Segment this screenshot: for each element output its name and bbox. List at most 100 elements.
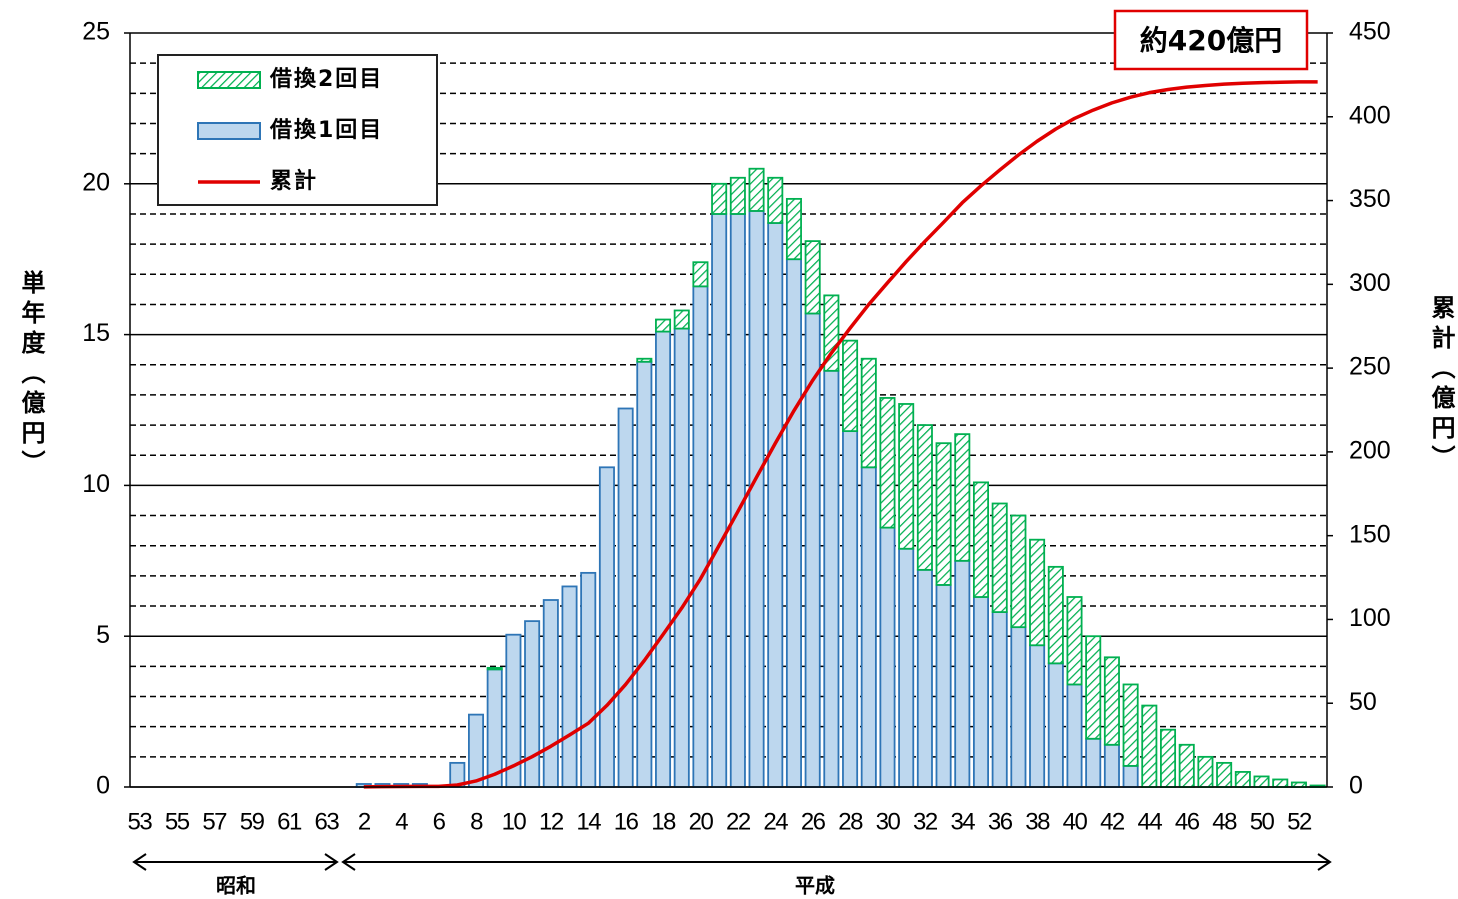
bar <box>711 182 728 215</box>
x-tick-label: 53 <box>128 808 153 835</box>
x-tick-label: 30 <box>876 808 901 835</box>
bar <box>542 599 559 788</box>
x-tick-label: 59 <box>240 808 265 835</box>
bar <box>561 585 578 788</box>
bar <box>860 357 877 469</box>
bar <box>823 294 840 372</box>
y2-tick-label: 250 <box>1349 353 1391 381</box>
bar <box>636 357 653 363</box>
bar <box>804 240 821 315</box>
bar <box>1047 662 1064 788</box>
bar <box>692 261 709 288</box>
y2-tick-label: 450 <box>1349 18 1391 46</box>
y-tick-label: 10 <box>82 470 110 498</box>
x-tick-label: 48 <box>1212 808 1237 835</box>
x-tick-label: 4 <box>395 808 408 835</box>
x-tick-label: 50 <box>1250 808 1275 835</box>
x-tick-label: 32 <box>913 808 938 835</box>
bar <box>972 596 989 788</box>
y2-tick-label: 400 <box>1349 101 1391 129</box>
bar <box>1103 656 1120 746</box>
bar <box>1029 644 1046 788</box>
x-tick-label: 16 <box>614 808 639 835</box>
lines <box>363 80 1318 789</box>
bar <box>673 327 690 788</box>
bar <box>954 433 971 562</box>
bar <box>1234 771 1251 788</box>
bar <box>1010 514 1027 629</box>
bar <box>767 176 784 224</box>
x-tick-label: 55 <box>165 808 190 835</box>
y2-tick-label: 50 <box>1349 688 1377 716</box>
annotation: 約420億円 <box>1140 24 1282 57</box>
x-tick-label: 14 <box>576 808 601 835</box>
bar <box>1197 755 1214 788</box>
bar <box>1066 596 1083 686</box>
bar <box>1122 764 1139 788</box>
x-tick-label: 24 <box>763 808 788 835</box>
bar <box>1141 704 1158 788</box>
x-tick-label: 42 <box>1100 808 1125 835</box>
bar <box>916 568 933 788</box>
bar <box>1029 538 1046 647</box>
bar <box>860 466 877 788</box>
bar <box>598 466 615 788</box>
y-tick-label: 15 <box>82 319 110 347</box>
bar <box>1272 778 1289 788</box>
y2-axis-title: 累計（億円） <box>1427 295 1455 475</box>
x-tick-label: 61 <box>277 808 302 835</box>
bar <box>468 713 485 788</box>
y-tick-label: 0 <box>96 772 110 800</box>
bar <box>935 584 952 788</box>
bar <box>636 360 653 788</box>
annotation-box <box>1113 9 1309 71</box>
x-tick-label: 12 <box>539 808 564 835</box>
bar <box>486 666 503 671</box>
bar <box>879 526 896 788</box>
y-tick-label: 20 <box>82 168 110 196</box>
y-tick-label: 5 <box>96 621 110 649</box>
bar <box>972 481 989 598</box>
bar <box>935 442 952 586</box>
bar <box>524 620 541 788</box>
bar <box>823 369 840 788</box>
bar <box>655 330 672 788</box>
bar <box>898 547 915 788</box>
bar <box>655 318 672 333</box>
y2-tick-label: 150 <box>1349 520 1391 548</box>
legend-label: 累計 <box>270 168 318 194</box>
cumulative-line <box>363 80 1318 789</box>
bar <box>748 167 765 212</box>
legend-label: 借換2回目 <box>269 66 383 92</box>
x-tick-label: 46 <box>1175 808 1200 835</box>
bar <box>486 668 503 788</box>
bar <box>1160 728 1177 788</box>
x-tick-label: 57 <box>202 808 227 835</box>
bar <box>898 403 915 550</box>
y2-tick-label: 200 <box>1349 436 1391 464</box>
x-tick-label: 18 <box>651 808 676 835</box>
x-tick-label: 34 <box>950 808 975 835</box>
x-tick-label: 8 <box>470 808 483 835</box>
bar <box>879 397 896 529</box>
bar <box>991 502 1008 613</box>
bar <box>991 611 1008 788</box>
bar <box>1085 737 1102 788</box>
legend-label: 借換1回目 <box>269 117 383 143</box>
x-tick-label: 38 <box>1025 808 1050 835</box>
bar <box>729 176 746 215</box>
x-tick-label: 52 <box>1287 808 1312 835</box>
bar <box>1047 565 1064 665</box>
y-axis-title: 単年度（億円） <box>17 269 45 480</box>
x-tick-label: 2 <box>358 808 371 835</box>
y2-tick-label: 0 <box>1349 772 1363 800</box>
bar <box>785 258 802 788</box>
bar <box>617 407 634 788</box>
bars <box>355 167 1326 788</box>
bar <box>673 309 690 330</box>
x-tick-label: 22 <box>726 808 751 835</box>
x-tick-label: 6 <box>433 808 446 835</box>
x-tick-label: 36 <box>988 808 1013 835</box>
